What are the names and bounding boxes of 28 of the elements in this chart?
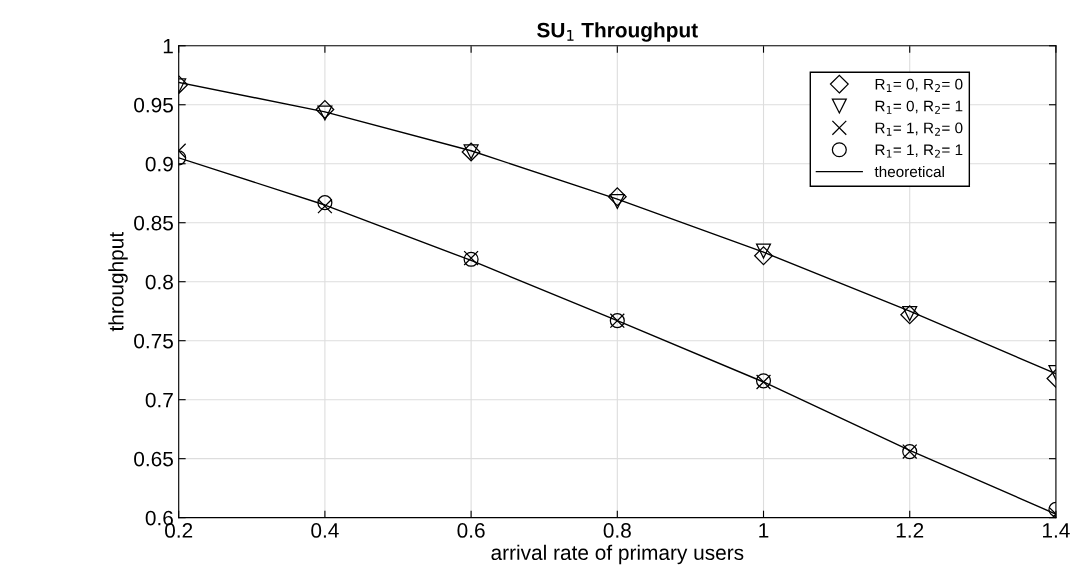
x-tick-label: 1.2 [896, 523, 924, 538]
point [317, 105, 333, 121]
chart-title: SU$_{1}$ Throughput [537, 22, 698, 42]
point [315, 100, 335, 119]
legend-label: theoretical [874, 165, 944, 178]
x-tick-label: 0.8 [603, 523, 631, 538]
y-tick-label: 0.85 [134, 215, 173, 231]
y-axis-title: throughput [108, 232, 128, 332]
x-tick-label: 1.4 [1043, 523, 1070, 538]
legend-label: R$_{1}$= 1, R$_{2}$= 1 [875, 144, 963, 158]
y-tick-label: 0.95 [134, 97, 173, 113]
y-tick-label: 1 [163, 38, 173, 54]
y-tick-label: 0.7 [145, 392, 173, 408]
point [754, 246, 773, 266]
legend-label: R$_{1}$= 0, R$_{2}$= 0 [875, 78, 963, 92]
x-tick-label: 0.4 [311, 523, 339, 538]
y-tick-label: 0.8 [145, 274, 173, 290]
legend-label: R$_{1}$= 1, R$_{2}$= 0 [875, 122, 963, 136]
y-tick-label: 0.9 [145, 156, 173, 172]
y-tick-label: 0.65 [134, 451, 173, 467]
point [607, 187, 627, 207]
y-tick-label: 0.75 [134, 333, 173, 349]
point [609, 193, 625, 210]
x-tick-label: 0.6 [457, 523, 485, 538]
point [755, 243, 772, 259]
x-tick-label: 1 [759, 523, 769, 538]
x-axis-title: arrival rate of primary users [491, 544, 744, 565]
legend-label: R$_{1}$= 0, R$_{2}$= 1 [875, 100, 963, 114]
